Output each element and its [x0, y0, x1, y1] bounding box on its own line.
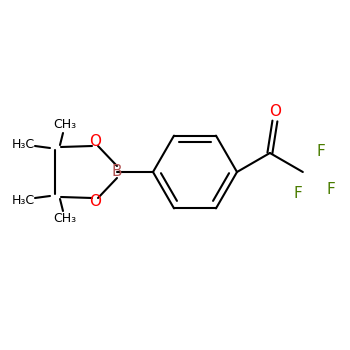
Text: O: O: [269, 105, 281, 119]
Text: F: F: [293, 187, 302, 202]
Text: O: O: [89, 134, 101, 149]
Text: B: B: [112, 164, 122, 180]
Text: H₃C: H₃C: [12, 194, 35, 206]
Text: F: F: [327, 182, 335, 197]
Text: CH₃: CH₃: [54, 212, 77, 225]
Text: F: F: [316, 145, 325, 160]
Text: CH₃: CH₃: [54, 119, 77, 132]
Text: O: O: [89, 195, 101, 210]
Text: H₃C: H₃C: [12, 138, 35, 150]
